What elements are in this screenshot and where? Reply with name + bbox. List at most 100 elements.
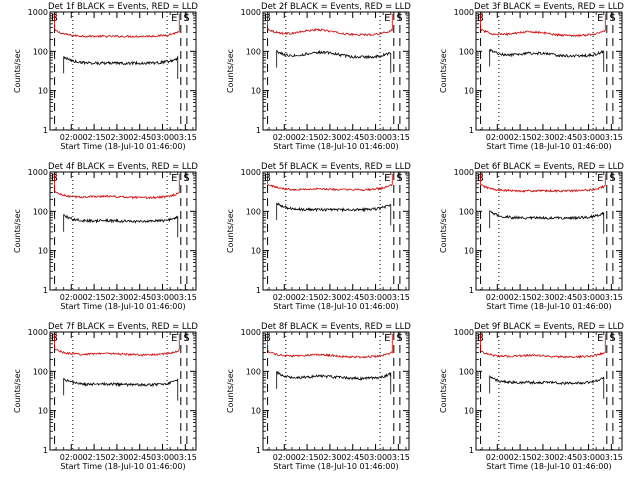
chart-title: Det 4f BLACK = Events, RED = LLD [48, 162, 198, 172]
y-tick-label: 1 [256, 446, 261, 455]
x-tick-label: 02:45 [128, 453, 151, 462]
detector-panel-5: Det 5f BLACK = Events, RED = LLD 1 10 100 10… [226, 162, 411, 311]
y-tick-label: 10 [38, 247, 48, 256]
x-axis-label: Start Time (18-Jul-10 01:46:00) [486, 462, 611, 471]
x-tick-label: 02:30 [318, 133, 341, 142]
plot-frame [475, 331, 623, 451]
y-tick-label: 1000 [241, 8, 261, 17]
detector-panel-4: Det 4f BLACK = Events, RED = LLD 1 10 100 10… [13, 162, 198, 311]
y-tick-label: 100 [246, 367, 261, 376]
y-tick-label: 100 [33, 47, 48, 56]
marker-s: S [183, 333, 189, 344]
x-tick-label: 02:00 [60, 133, 83, 142]
marker-s: S [183, 13, 189, 24]
x-tick-label: 03:00 [151, 453, 174, 462]
x-tick-label: 03:15 [600, 293, 623, 302]
x-tick-label: 03:15 [387, 293, 410, 302]
marker-e: E [384, 173, 390, 184]
y-tick-label: 100 [459, 207, 474, 216]
y-tick-label: 1000 [28, 168, 48, 177]
x-tick-label: 02:15 [509, 133, 532, 142]
plot-frame [262, 171, 410, 291]
detector-panel-9: Det 9f BLACK = Events, RED = LLD 1 10 100 10… [439, 322, 624, 471]
y-tick-label: 100 [246, 207, 261, 216]
plot-frame [49, 171, 197, 291]
x-tick-label: 02:00 [486, 293, 509, 302]
y-tick-label: 1000 [454, 8, 474, 17]
plot-frame [475, 11, 623, 131]
plot-frame [262, 11, 410, 131]
x-axis-label: Start Time (18-Jul-10 01:46:00) [60, 302, 185, 311]
chart-title: Det 6f BLACK = Events, RED = LLD [474, 162, 624, 172]
detector-panel-3: Det 3f BLACK = Events, RED = LLD 1 10 100 10… [439, 2, 624, 151]
x-tick-label: 02:00 [60, 453, 83, 462]
detector-panel-7: Det 7f BLACK = Events, RED = LLD 1 10 100 10… [13, 322, 198, 471]
x-axis-label: Start Time (18-Jul-10 01:46:00) [486, 142, 611, 151]
y-axis-label: Counts/sec [13, 209, 22, 253]
x-tick-label: 03:00 [577, 293, 600, 302]
x-tick-label: 02:00 [273, 133, 296, 142]
chart-title: Det 1f BLACK = Events, RED = LLD [48, 2, 198, 12]
x-tick-label: 02:30 [105, 133, 128, 142]
marker-s: S [609, 13, 615, 24]
y-tick-label: 1 [256, 126, 261, 135]
x-tick-label: 03:15 [600, 453, 623, 462]
y-tick-label: 1000 [241, 328, 261, 337]
x-tick-label: 02:15 [83, 133, 106, 142]
marker-e: E [597, 333, 603, 344]
marker-e: E [597, 173, 603, 184]
y-tick-label: 100 [246, 47, 261, 56]
x-tick-label: 03:00 [151, 293, 174, 302]
marker-s: S [609, 173, 615, 184]
x-tick-label: 02:15 [296, 133, 319, 142]
y-tick-label: 10 [251, 247, 261, 256]
x-tick-label: 03:15 [387, 133, 410, 142]
x-axis-label: Start Time (18-Jul-10 01:46:00) [60, 462, 185, 471]
marker-e: E [171, 333, 177, 344]
y-tick-label: 10 [464, 87, 474, 96]
x-axis-label: Start Time (18-Jul-10 01:46:00) [273, 462, 398, 471]
marker-s: S [396, 333, 402, 344]
x-axis-label: Start Time (18-Jul-10 01:46:00) [486, 302, 611, 311]
x-tick-label: 03:15 [387, 453, 410, 462]
x-tick-label: 02:00 [486, 453, 509, 462]
y-tick-label: 1000 [454, 328, 474, 337]
marker-s: S [396, 173, 402, 184]
marker-e: E [171, 13, 177, 24]
marker-s: S [609, 333, 615, 344]
y-tick-label: 1000 [454, 168, 474, 177]
y-tick-label: 10 [251, 87, 261, 96]
y-tick-label: 1 [469, 286, 474, 295]
y-axis-label: Counts/sec [439, 209, 448, 253]
x-tick-label: 02:30 [318, 453, 341, 462]
plot-frame [49, 331, 197, 451]
marker-s: S [396, 13, 402, 24]
x-tick-label: 03:00 [364, 453, 387, 462]
x-tick-label: 02:00 [486, 133, 509, 142]
chart-title: Det 7f BLACK = Events, RED = LLD [48, 322, 198, 332]
events-series-line [63, 214, 179, 238]
x-tick-label: 02:15 [509, 293, 532, 302]
x-tick-label: 02:30 [318, 293, 341, 302]
events-series-line [63, 55, 179, 79]
events-series-line [489, 374, 605, 399]
x-tick-label: 02:30 [531, 133, 554, 142]
y-axis-label: Counts/sec [13, 49, 22, 93]
chart-title: Det 2f BLACK = Events, RED = LLD [261, 2, 411, 12]
x-tick-label: 03:00 [151, 133, 174, 142]
y-tick-label: 100 [33, 367, 48, 376]
x-tick-label: 02:45 [341, 453, 364, 462]
marker-e: E [384, 13, 390, 24]
chart-title: Det 8f BLACK = Events, RED = LLD [261, 322, 411, 332]
x-tick-label: 02:00 [273, 293, 296, 302]
x-axis-label: Start Time (18-Jul-10 01:46:00) [273, 142, 398, 151]
plot-frame [262, 331, 410, 451]
x-tick-label: 02:30 [531, 293, 554, 302]
events-series-line [489, 48, 605, 72]
y-tick-label: 10 [38, 407, 48, 416]
detector-panel-2: Det 2f BLACK = Events, RED = LLD 1 10 100 10… [226, 2, 411, 151]
detector-panel-1: Det 1f BLACK = Events, RED = LLD 1 10 100 10… [13, 2, 198, 151]
events-series-line [276, 371, 392, 395]
y-tick-label: 1 [43, 286, 48, 295]
